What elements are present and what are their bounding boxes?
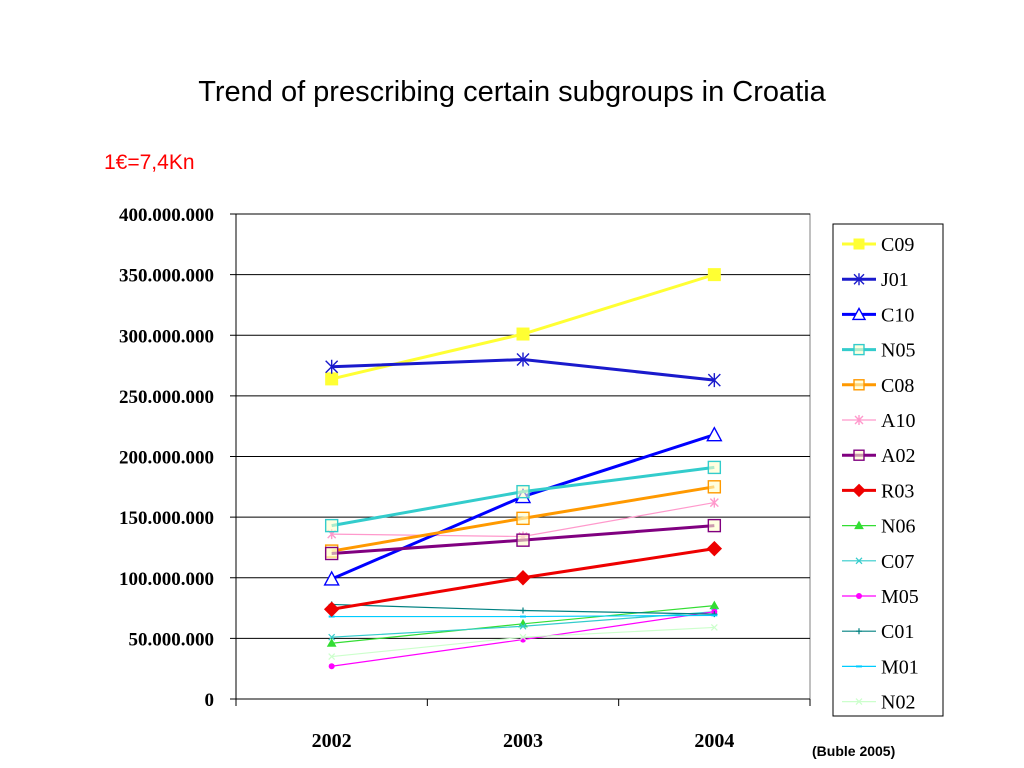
data-point — [325, 372, 339, 386]
y-tick-label: 400.000.000 — [119, 205, 214, 226]
data-point — [710, 624, 718, 631]
legend-label: A02 — [881, 445, 915, 467]
legend-item-c09: C09 — [842, 234, 914, 256]
y-tick-label: 200.000.000 — [119, 448, 214, 469]
data-point — [519, 622, 527, 630]
data-point — [323, 601, 340, 617]
source-citation: (Buble 2005) — [812, 743, 896, 759]
data-point — [516, 533, 530, 547]
data-point — [516, 327, 530, 341]
legend-item-a02: A02 — [842, 445, 915, 467]
data-point — [516, 352, 530, 367]
legend-marker — [854, 520, 864, 530]
legend-item-n06: N06 — [842, 516, 915, 538]
legend-label: C07 — [881, 551, 914, 573]
legend-label: M05 — [881, 586, 919, 608]
data-point — [707, 268, 721, 282]
plot-area: 0 50.000.000 100.000.000 150.000.000 200.000… — [119, 205, 811, 752]
data-point — [707, 460, 722, 475]
legend-item-c08: C08 — [842, 375, 914, 397]
legend-label: C08 — [881, 375, 914, 397]
data-point — [328, 653, 336, 660]
y-tick-label: 300.000.000 — [119, 326, 214, 347]
legend-label: M01 — [881, 656, 919, 678]
legend-marker — [854, 415, 864, 425]
legend-marker — [853, 238, 865, 250]
legend-marker — [853, 273, 865, 286]
legend-marker — [852, 483, 866, 498]
data-point — [516, 484, 530, 499]
legend-label: J01 — [881, 269, 909, 291]
data-point — [520, 607, 526, 614]
y-tick-label: 350.000.000 — [119, 266, 214, 287]
legend-marker — [855, 557, 863, 565]
data-point — [707, 373, 721, 388]
legend-item-n02: N02 — [842, 692, 915, 714]
data-point — [709, 497, 719, 508]
y-tick-label: 250.000.000 — [119, 387, 214, 408]
legend-marker — [853, 343, 865, 356]
legend-marker — [853, 449, 865, 461]
legend-item-c01: C01 — [842, 621, 914, 643]
data-point — [326, 638, 337, 647]
data-point — [519, 633, 527, 641]
data-point — [707, 480, 722, 494]
series-a02 — [324, 518, 722, 561]
y-tick-label: 50.000.000 — [129, 629, 215, 650]
legend-label: C09 — [881, 234, 914, 256]
exchange-rate-note: 1€=7,4Kn — [104, 151, 195, 174]
x-tick-label: 2003 — [503, 730, 543, 752]
y-tick-label: 150.000.000 — [119, 508, 214, 529]
legend-label: C01 — [881, 621, 914, 643]
data-point — [328, 663, 335, 670]
legend-marker — [853, 379, 865, 391]
data-point — [328, 633, 336, 641]
legend-label: R03 — [881, 480, 914, 502]
legend-item-j01: J01 — [842, 269, 909, 291]
data-point — [516, 511, 530, 526]
series-n05 — [324, 460, 722, 533]
legend-label: C10 — [881, 304, 914, 326]
x-tick-label: 2002 — [312, 730, 352, 752]
y-tick-label: 100.000.000 — [119, 569, 214, 590]
legend-item-n05: N05 — [842, 340, 915, 362]
legend-label: N02 — [881, 692, 915, 714]
legend-box — [832, 223, 944, 717]
legend-item-c07: C07 — [842, 551, 914, 573]
data-point — [324, 518, 339, 533]
legend-label: N05 — [881, 340, 915, 362]
data-point — [325, 359, 339, 374]
data-point — [323, 570, 340, 586]
series-j01 — [325, 352, 721, 388]
legend-item-r03: R03 — [842, 480, 914, 502]
data-point — [707, 518, 722, 533]
series-n02 — [328, 624, 718, 660]
slide-title: Trend of prescribing certain subgroups i… — [198, 76, 826, 108]
legend-marker — [855, 698, 863, 706]
series-r03 — [323, 540, 723, 617]
legend-item-m01: M01 — [842, 656, 919, 678]
data-point — [709, 600, 720, 610]
x-tick-label: 2004 — [694, 730, 734, 752]
data-point — [706, 540, 723, 557]
legend-marker — [851, 306, 867, 321]
data-point — [324, 546, 339, 561]
legend-marker — [856, 628, 862, 635]
legend-label: N06 — [881, 516, 915, 538]
legend-item-m05: M05 — [842, 586, 919, 608]
data-point — [706, 426, 723, 442]
legend: C09 J01 C10 N05 C08 A10 A02 R03 N06 C07 M05 C01 M01 N… — [832, 223, 944, 717]
legend-item-c10: C10 — [842, 304, 914, 326]
y-tick-label: 0 — [205, 690, 215, 711]
legend-item-a10: A10 — [842, 410, 915, 432]
data-point — [515, 570, 531, 586]
legend-label: A10 — [881, 410, 915, 432]
legend-marker — [856, 593, 862, 599]
